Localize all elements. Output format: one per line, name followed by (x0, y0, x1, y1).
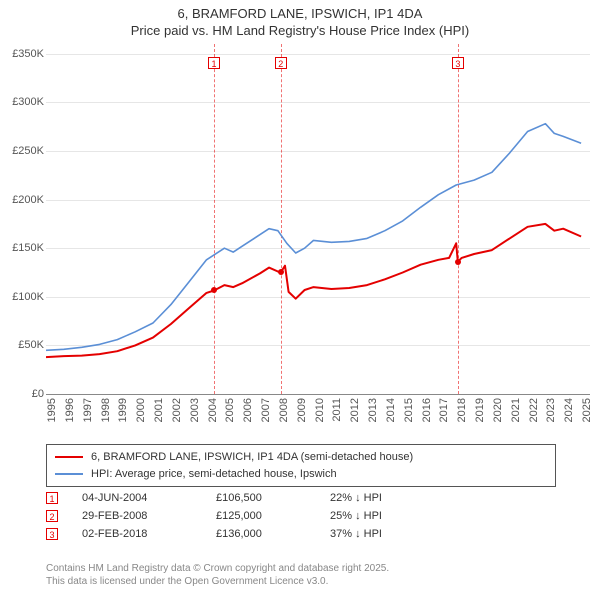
x-axis-label: 2009 (296, 398, 308, 422)
footer-line-2: This data is licensed under the Open Gov… (46, 576, 586, 589)
legend-label: HPI: Average price, semi-detached house,… (91, 466, 337, 483)
x-axis-label: 2004 (207, 398, 219, 422)
y-axis-label: £150K (12, 242, 44, 254)
x-axis-label: 2023 (545, 398, 557, 422)
y-axis-label: £300K (12, 96, 44, 108)
footer-line-1: Contains HM Land Registry data © Crown c… (46, 563, 586, 576)
series-price_paid (46, 224, 581, 357)
title-line-1: 6, BRAMFORD LANE, IPSWICH, IP1 4DA (0, 6, 600, 23)
y-axis-label: £0 (32, 388, 44, 400)
legend-item: 6, BRAMFORD LANE, IPSWICH, IP1 4DA (semi… (55, 449, 547, 466)
x-axis-label: 1995 (46, 398, 58, 422)
x-axis-label: 2006 (242, 398, 254, 422)
chart-title: 6, BRAMFORD LANE, IPSWICH, IP1 4DA Price… (0, 0, 600, 40)
x-axis-label: 2020 (492, 398, 504, 422)
x-axis-label: 1997 (82, 398, 94, 422)
x-axis-label: 2005 (224, 398, 236, 422)
x-axis-label: 2021 (510, 398, 522, 422)
y-axis-label: £100K (12, 291, 44, 303)
x-axis-label: 2012 (349, 398, 361, 422)
sales-table: 1 04-JUN-2004 £106,500 22% ↓ HPI 2 29-FEB-200… (46, 492, 556, 546)
sale-date: 04-JUN-2004 (82, 492, 192, 504)
x-axis-label: 2024 (563, 398, 575, 422)
y-axis-label: £200K (12, 194, 44, 206)
title-line-2: Price paid vs. HM Land Registry's House … (0, 23, 600, 40)
x-axis-label: 2008 (278, 398, 290, 422)
chart-svg (46, 44, 590, 394)
x-axis-label: 2007 (260, 398, 272, 422)
sale-number-badge: 2 (46, 510, 58, 522)
legend-swatch (55, 456, 83, 458)
sale-date: 02-FEB-2018 (82, 528, 192, 540)
x-axis-label: 1999 (117, 398, 129, 422)
chart-container: { "title": { "line1": "6, BRAMFORD LANE,… (0, 0, 600, 590)
sale-price: £136,000 (216, 528, 306, 540)
sale-price: £106,500 (216, 492, 306, 504)
sale-comparison: 37% ↓ HPI (330, 528, 450, 540)
x-axis-label: 2025 (581, 398, 593, 422)
table-row: 3 02-FEB-2018 £136,000 37% ↓ HPI (46, 528, 556, 540)
sale-comparison: 25% ↓ HPI (330, 510, 450, 522)
x-axis-label: 2015 (403, 398, 415, 422)
x-axis-label: 2014 (385, 398, 397, 422)
legend-item: HPI: Average price, semi-detached house,… (55, 466, 547, 483)
chart-plot-area: £0£50K£100K£150K£200K£250K£300K£350K1995… (46, 44, 590, 394)
sale-number-badge: 1 (46, 492, 58, 504)
x-axis-label: 2003 (189, 398, 201, 422)
sale-price: £125,000 (216, 510, 306, 522)
sale-number-badge: 3 (46, 528, 58, 540)
x-axis-label: 2017 (438, 398, 450, 422)
legend-label: 6, BRAMFORD LANE, IPSWICH, IP1 4DA (semi… (91, 449, 413, 466)
x-axis-label: 2013 (367, 398, 379, 422)
x-axis-label: 2000 (135, 398, 147, 422)
y-axis-label: £350K (12, 48, 44, 60)
sale-date: 29-FEB-2008 (82, 510, 192, 522)
x-axis-label: 2010 (314, 398, 326, 422)
legend-swatch (55, 473, 83, 475)
x-axis-label: 2002 (171, 398, 183, 422)
table-row: 2 29-FEB-2008 £125,000 25% ↓ HPI (46, 510, 556, 522)
table-row: 1 04-JUN-2004 £106,500 22% ↓ HPI (46, 492, 556, 504)
x-axis-label: 1996 (64, 398, 76, 422)
y-axis-label: £50K (18, 339, 44, 351)
x-axis-label: 2001 (153, 398, 165, 422)
x-axis-label: 1998 (100, 398, 112, 422)
footer-attribution: Contains HM Land Registry data © Crown c… (46, 563, 586, 588)
x-axis-label: 2016 (421, 398, 433, 422)
x-axis-label: 2011 (331, 398, 343, 422)
gridline (46, 394, 590, 395)
y-axis-label: £250K (12, 145, 44, 157)
sale-comparison: 22% ↓ HPI (330, 492, 450, 504)
legend: 6, BRAMFORD LANE, IPSWICH, IP1 4DA (semi… (46, 444, 556, 487)
series-hpi (46, 124, 581, 351)
x-axis-label: 2019 (474, 398, 486, 422)
x-axis-label: 2018 (456, 398, 468, 422)
x-axis-label: 2022 (528, 398, 540, 422)
